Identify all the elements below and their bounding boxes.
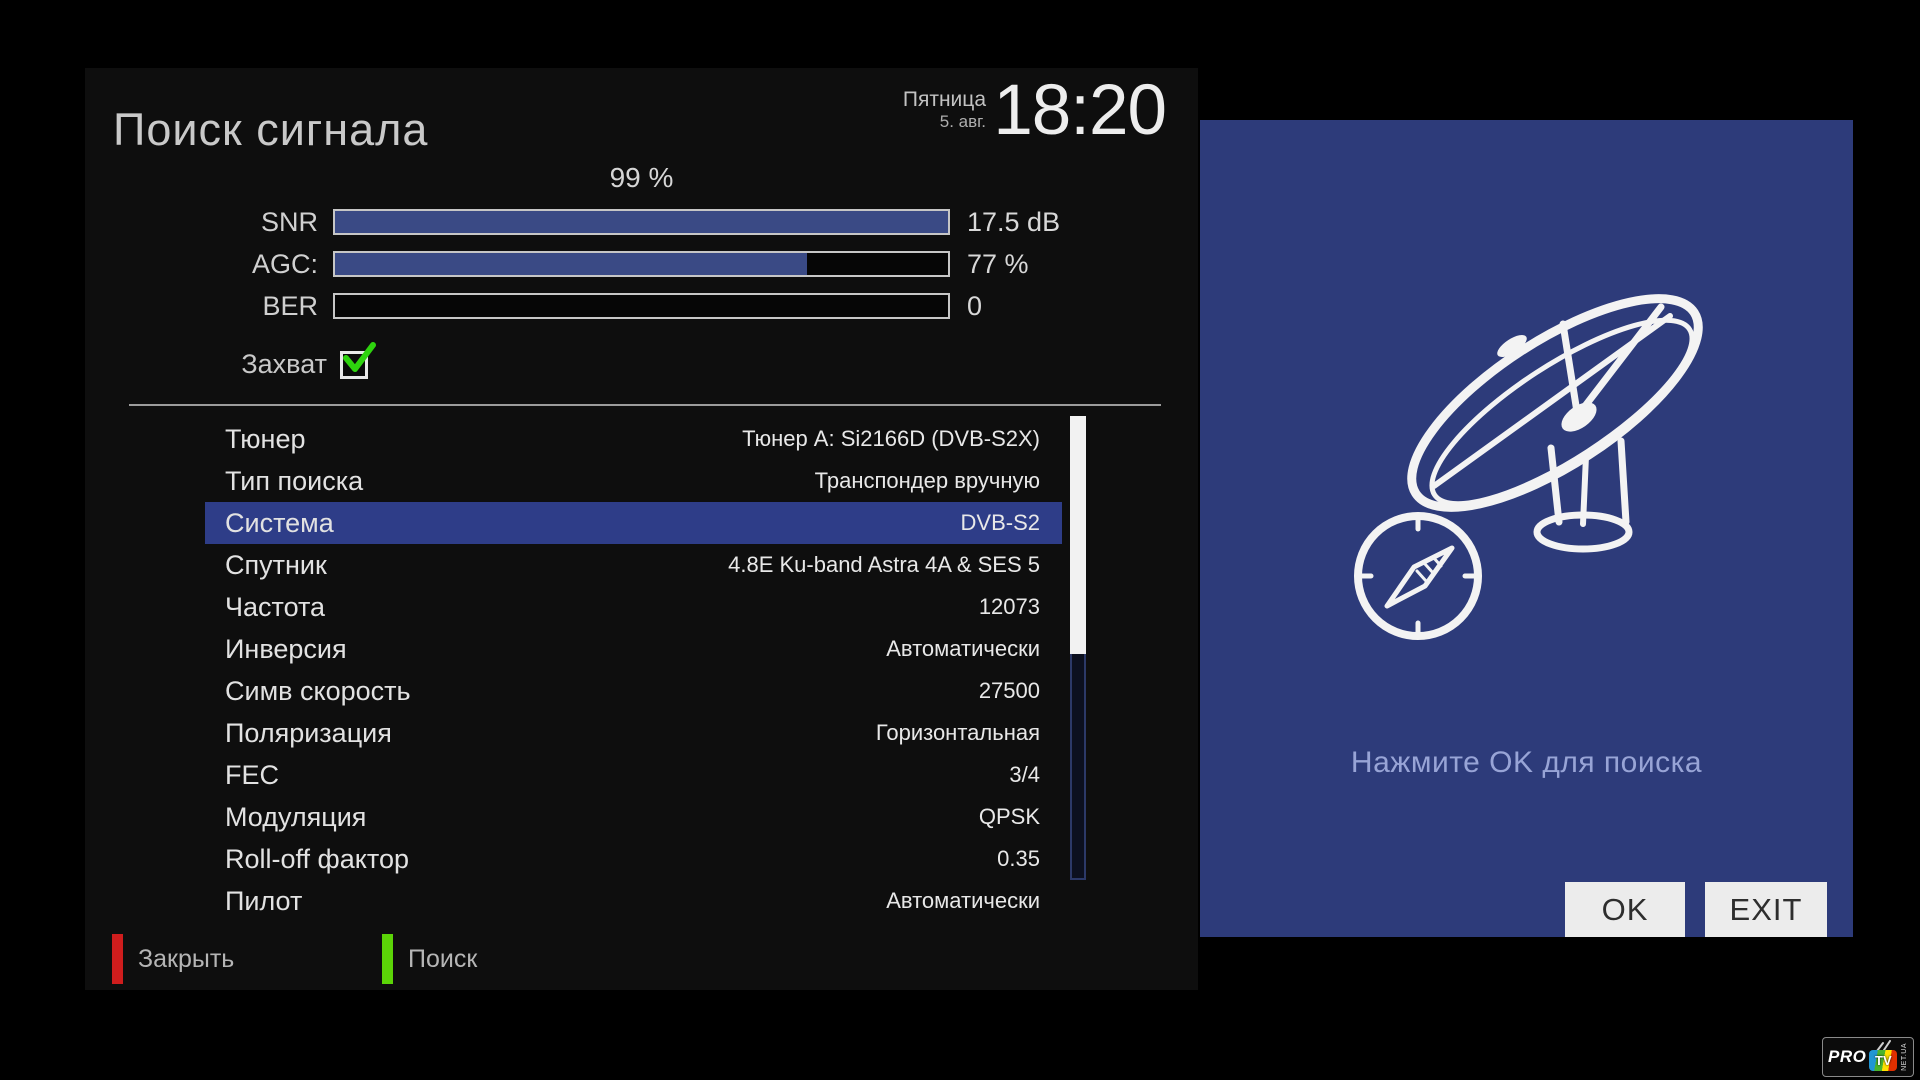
- setting-row[interactable]: Модуляция QPSK: [205, 796, 1062, 838]
- logo-pro-text: PRO: [1828, 1047, 1867, 1066]
- separator-line: [129, 404, 1161, 406]
- setting-row[interactable]: Частота 12073: [205, 586, 1062, 628]
- setting-row[interactable]: Тюнер Тюнер A: Si2166D (DVB-S2X): [205, 418, 1062, 460]
- setting-value: 12073: [978, 594, 1040, 619]
- setting-value: Транспондер вручную: [814, 468, 1040, 493]
- setting-row[interactable]: Симв скорость 27500: [205, 670, 1062, 712]
- signal-lock-row: Захват: [85, 341, 376, 380]
- setting-label: Инверсия: [225, 633, 347, 664]
- signal-bar-value: 17.5 dB: [967, 206, 1061, 237]
- setting-value: 4.8E Ku-band Astra 4A & SES 5: [728, 552, 1040, 577]
- signal-bar-label: AGC:: [251, 248, 318, 279]
- remote-key-color-icon: [112, 934, 123, 984]
- setting-value: Горизонтальная: [875, 720, 1040, 745]
- tv-screen: TV: [1869, 1050, 1898, 1071]
- signal-bar-row: BER 0: [85, 290, 1198, 321]
- scrollbar-thumb[interactable]: [1070, 416, 1086, 654]
- lock-label: Захват: [241, 349, 327, 379]
- remote-key-hint[interactable]: Поиск: [382, 933, 477, 985]
- signal-search-panel: Поиск сигнала Пятница 5. авг. 18:20 99 %…: [85, 68, 1198, 990]
- remote-key-color-icon: [382, 934, 393, 984]
- setting-label: Частота: [225, 591, 326, 622]
- setting-label: FEC: [225, 759, 279, 790]
- protv-watermark: PRO TV NET.UA: [1822, 1037, 1914, 1077]
- lock-checkbox: [340, 341, 376, 379]
- setting-value: 0.35: [997, 846, 1040, 871]
- setting-row[interactable]: FEC 3/4: [205, 754, 1062, 796]
- signal-bar-row: SNR 17.5 dB: [85, 206, 1198, 237]
- clock: 18:20: [993, 71, 1167, 150]
- signal-bar-value: 0: [967, 290, 983, 321]
- scrollbar[interactable]: [1070, 416, 1086, 880]
- weekday-label: Пятница: [902, 88, 986, 111]
- signal-bar-fill: [335, 253, 807, 275]
- setting-row[interactable]: Тип поиска Транспондер вручную: [205, 460, 1062, 502]
- signal-bar-fill: [335, 211, 948, 233]
- settings-list: Тюнер Тюнер A: Si2166D (DVB-S2X) Тип пои…: [85, 418, 1198, 922]
- logo-tv-text: TV: [1875, 1053, 1892, 1068]
- logo-net-text: NET.UA: [1901, 1043, 1909, 1071]
- setting-row[interactable]: Поляризация Горизонтальная: [205, 712, 1062, 754]
- setting-label: Спутник: [225, 549, 327, 580]
- signal-bar-row: AGC: 77 %: [85, 248, 1198, 279]
- setting-value: Автоматически: [886, 888, 1040, 913]
- satellite-dish-illustration: [1354, 294, 1703, 640]
- page-title: Поиск сигнала: [113, 104, 429, 155]
- tv-icon: TV: [1868, 1040, 1900, 1074]
- signal-bar-value: 77 %: [967, 248, 1029, 279]
- signal-bar-track: [333, 293, 950, 319]
- signal-bar-label: SNR: [260, 206, 318, 237]
- setting-row[interactable]: Система DVB-S2: [205, 502, 1062, 544]
- compass-icon: [1354, 512, 1482, 640]
- setting-row[interactable]: Пилот Автоматически: [205, 880, 1062, 922]
- setting-value: Тюнер A: Si2166D (DVB-S2X): [742, 426, 1040, 451]
- signal-bar-track: [333, 251, 950, 277]
- setting-label: Поляризация: [225, 717, 392, 748]
- signal-bars: SNR 17.5 dB AGC: 77 % BER 0: [85, 206, 1198, 321]
- signal-bar-track: [333, 209, 950, 235]
- setting-value: QPSK: [978, 804, 1040, 829]
- setting-row[interactable]: Roll-off фактор 0.35: [205, 838, 1062, 880]
- setting-row[interactable]: Спутник 4.8E Ku-band Astra 4A & SES 5: [205, 544, 1062, 586]
- setting-label: Roll-off фактор: [225, 843, 409, 874]
- signal-strength-percent: 99 %: [609, 162, 674, 193]
- remote-key-label: Закрыть: [138, 944, 235, 973]
- setting-label: Система: [225, 507, 334, 538]
- setting-label: Тюнер: [225, 423, 306, 454]
- dialog-hint-text: Нажмите OK для поиска: [1350, 746, 1703, 779]
- remote-key-hint[interactable]: Закрыть: [112, 933, 234, 985]
- exit-button[interactable]: EXIT: [1705, 882, 1827, 937]
- date-label: 5. авг.: [939, 112, 986, 132]
- setting-label: Модуляция: [225, 801, 367, 832]
- setting-label: Пилот: [225, 885, 303, 916]
- setting-row[interactable]: Инверсия Автоматически: [205, 628, 1062, 670]
- setting-value: 3/4: [1009, 762, 1040, 787]
- signal-bar-label: BER: [262, 290, 318, 321]
- setting-value: Автоматически: [886, 636, 1040, 661]
- satellite-dish-icon: [1407, 294, 1703, 553]
- setting-value: 27500: [978, 678, 1040, 703]
- checkmark-icon: [343, 341, 376, 372]
- setting-value: DVB-S2: [960, 510, 1040, 535]
- search-dialog: Нажмите OK для поиска OK EXIT: [1200, 120, 1853, 937]
- date-block: Пятница 5. авг.: [903, 88, 986, 132]
- setting-label: Симв скорость: [225, 675, 411, 706]
- ok-button[interactable]: OK: [1565, 882, 1685, 937]
- remote-key-label: Поиск: [408, 944, 478, 973]
- setting-label: Тип поиска: [225, 465, 364, 496]
